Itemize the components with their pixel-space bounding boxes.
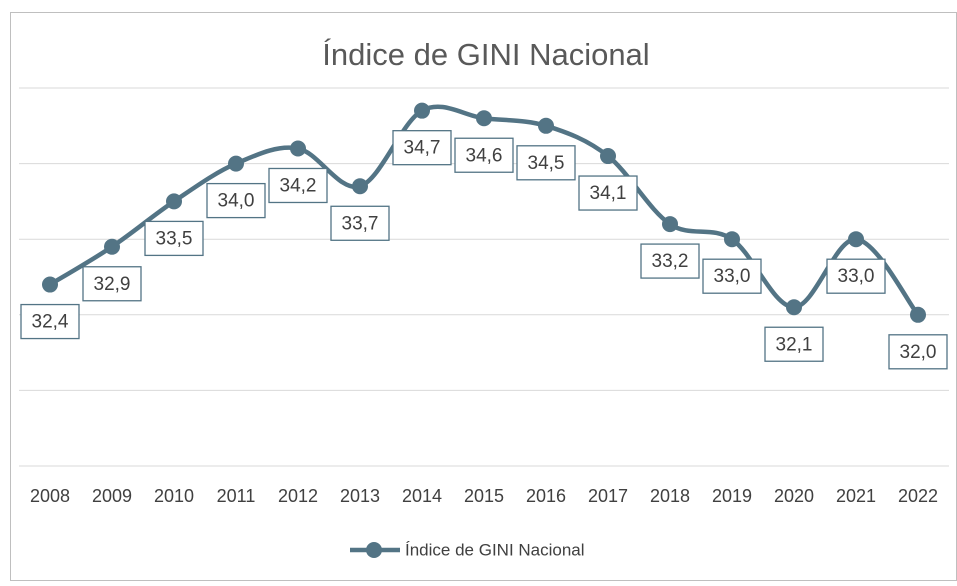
x-tick-label: 2021 [836, 486, 876, 506]
data-label-box [454, 137, 514, 173]
data-point [414, 102, 430, 119]
data-label-box [578, 175, 638, 211]
x-tick-label: 2019 [712, 486, 752, 506]
x-tick-label: 2013 [340, 486, 380, 506]
data-point [600, 148, 616, 165]
x-tick-label: 2011 [217, 486, 256, 506]
data-point [290, 140, 306, 157]
data-label: 34,2 [280, 175, 317, 196]
x-tick-label: 2022 [898, 486, 938, 506]
data-label: 32,1 [776, 334, 813, 355]
x-tick-label: 2020 [774, 486, 814, 506]
data-point [724, 231, 740, 248]
data-label-box [764, 326, 824, 362]
data-point [228, 155, 244, 172]
data-point [662, 216, 678, 233]
data-point [910, 306, 926, 323]
data-label: 33,0 [838, 266, 875, 287]
data-label: 33,2 [652, 251, 689, 272]
x-tick-label: 2008 [30, 486, 70, 506]
data-point [352, 178, 368, 195]
data-label-box [888, 334, 948, 370]
chart-border [10, 12, 957, 581]
data-label-box [20, 303, 80, 340]
data-label-box [206, 182, 266, 219]
data-label-box [144, 220, 204, 257]
data-label-box [392, 130, 452, 166]
data-point [166, 193, 182, 210]
data-label: 33,7 [342, 213, 379, 234]
data-label-box [640, 243, 700, 279]
x-tick-label: 2012 [278, 486, 318, 506]
data-point [104, 238, 120, 255]
data-label-box [268, 167, 328, 204]
legend-label: Índice de GINI Nacional [405, 540, 585, 559]
data-point [476, 110, 492, 127]
data-point [42, 276, 58, 293]
legend-marker [366, 542, 382, 558]
x-tick-label: 2015 [464, 486, 504, 506]
chart-title: Índice de GINI Nacional [322, 37, 649, 72]
data-label: 34,6 [466, 145, 503, 166]
data-label: 34,0 [218, 191, 255, 212]
data-label: 34,5 [528, 153, 565, 174]
data-label-box [330, 205, 390, 241]
x-tick-label: 2018 [650, 486, 690, 506]
data-label: 33,0 [714, 266, 751, 287]
data-label-box [702, 258, 762, 294]
data-label-box [82, 266, 142, 302]
data-label: 34,1 [590, 183, 627, 204]
data-label: 34,7 [404, 138, 441, 159]
data-label: 32,9 [94, 274, 131, 295]
x-tick-label: 2017 [588, 486, 628, 506]
x-tick-label: 2014 [402, 486, 442, 506]
data-label: 33,5 [156, 228, 193, 249]
data-point [848, 231, 864, 248]
data-label-box [516, 145, 576, 181]
data-point [786, 299, 802, 316]
x-tick-label: 2016 [526, 486, 566, 506]
x-tick-label: 2010 [154, 486, 194, 506]
data-label: 32,4 [32, 312, 69, 333]
data-label-box [826, 258, 886, 294]
data-label: 32,0 [900, 342, 937, 363]
data-point [538, 117, 554, 134]
x-tick-label: 2009 [92, 486, 132, 506]
